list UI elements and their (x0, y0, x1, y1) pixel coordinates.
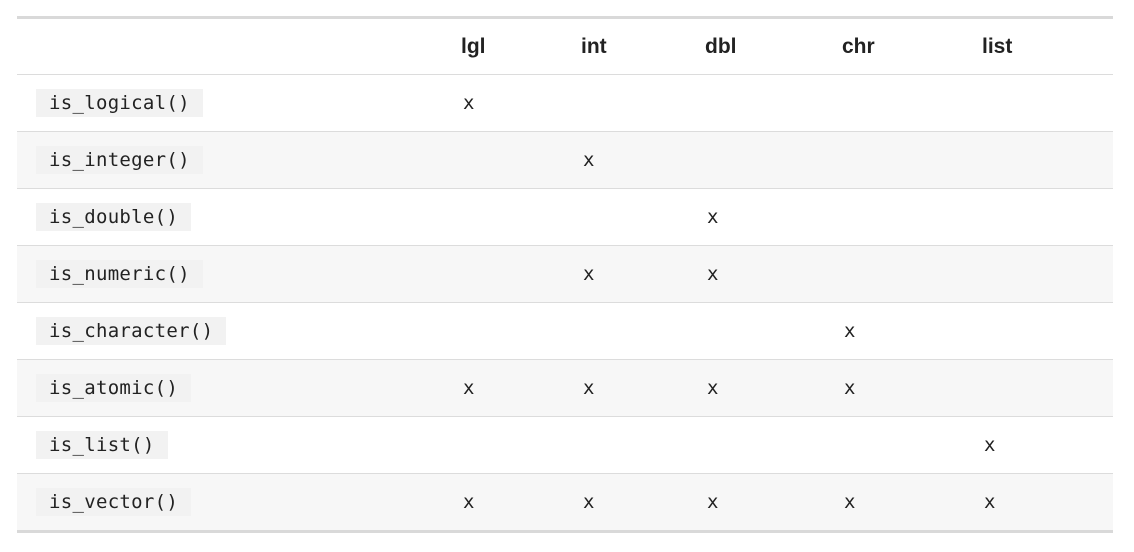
cell-dbl: x (705, 359, 842, 417)
cell-int: x (581, 131, 705, 189)
cell-list: x (982, 416, 1113, 474)
table-row: is_numeric() x x (17, 245, 1113, 303)
cell-lgl: x (461, 359, 581, 417)
cell-int (581, 74, 705, 132)
table-header: lgl int dbl chr list (17, 17, 1113, 75)
cell-int: x (581, 245, 705, 303)
cell-lgl (461, 245, 581, 303)
check-mark-lgl: x (463, 377, 475, 399)
cell-int: x (581, 359, 705, 417)
function-name-code: is_integer() (36, 146, 203, 174)
function-cell: is_double() (17, 188, 461, 246)
cell-chr: x (842, 359, 982, 417)
header-cell-list: list (982, 17, 1113, 75)
type-predicate-table: lgl int dbl chr list is_logical() x is_int… (17, 16, 1113, 533)
cell-list (982, 359, 1113, 417)
function-name-code: is_list() (36, 431, 168, 459)
cell-list (982, 188, 1113, 246)
function-name-code: is_numeric() (36, 260, 203, 288)
cell-chr: x (842, 473, 982, 532)
table-row: is_atomic() x x x x (17, 359, 1113, 417)
table-body: is_logical() x is_integer() x is_double() x is… (17, 74, 1113, 532)
cell-lgl (461, 131, 581, 189)
cell-dbl (705, 131, 842, 189)
check-mark-int: x (583, 377, 595, 399)
function-cell: is_logical() (17, 74, 461, 132)
header-cell-function (17, 17, 461, 75)
cell-int (581, 302, 705, 360)
table-row: is_double() x (17, 188, 1113, 246)
check-mark-int: x (583, 149, 595, 171)
cell-chr (842, 74, 982, 132)
check-mark-list: x (984, 434, 996, 456)
cell-dbl (705, 302, 842, 360)
cell-lgl: x (461, 473, 581, 532)
function-name-code: is_logical() (36, 89, 203, 117)
check-mark-list: x (984, 491, 996, 513)
table-row: is_character() x (17, 302, 1113, 360)
check-mark-chr: x (844, 377, 856, 399)
cell-list (982, 131, 1113, 189)
cell-list (982, 74, 1113, 132)
header-label-list: list (982, 34, 1013, 58)
table-row: is_list() x (17, 416, 1113, 474)
function-cell: is_atomic() (17, 359, 461, 417)
cell-lgl (461, 188, 581, 246)
check-mark-chr: x (844, 491, 856, 513)
cell-list (982, 245, 1113, 303)
header-row: lgl int dbl chr list (17, 17, 1113, 75)
header-cell-int: int (581, 17, 705, 75)
cell-chr (842, 131, 982, 189)
table-row: is_integer() x (17, 131, 1113, 189)
cell-chr: x (842, 302, 982, 360)
type-predicate-table-container: lgl int dbl chr list is_logical() x is_int… (17, 16, 1113, 533)
cell-lgl: x (461, 74, 581, 132)
header-cell-dbl: dbl (705, 17, 842, 75)
header-cell-lgl: lgl (461, 17, 581, 75)
cell-lgl (461, 416, 581, 474)
header-label-lgl: lgl (461, 34, 486, 58)
cell-list (982, 302, 1113, 360)
check-mark-lgl: x (463, 92, 475, 114)
header-label-int: int (581, 34, 607, 58)
table-row: is_logical() x (17, 74, 1113, 132)
function-name-code: is_vector() (36, 488, 192, 516)
function-cell: is_integer() (17, 131, 461, 189)
cell-dbl: x (705, 188, 842, 246)
header-label-dbl: dbl (705, 34, 737, 58)
function-name-code: is_atomic() (36, 374, 192, 402)
header-label-chr: chr (842, 34, 875, 58)
function-name-code: is_character() (36, 317, 227, 345)
table-row: is_vector() x x x x x (17, 473, 1113, 532)
function-cell: is_vector() (17, 473, 461, 532)
check-mark-chr: x (844, 320, 856, 342)
check-mark-lgl: x (463, 491, 475, 513)
cell-dbl (705, 74, 842, 132)
cell-dbl: x (705, 473, 842, 532)
header-cell-chr: chr (842, 17, 982, 75)
cell-int (581, 188, 705, 246)
check-mark-dbl: x (707, 263, 719, 285)
cell-chr (842, 416, 982, 474)
check-mark-int: x (583, 491, 595, 513)
cell-int: x (581, 473, 705, 532)
function-cell: is_character() (17, 302, 461, 360)
check-mark-dbl: x (707, 377, 719, 399)
function-cell: is_numeric() (17, 245, 461, 303)
cell-list: x (982, 473, 1113, 532)
check-mark-dbl: x (707, 206, 719, 228)
check-mark-dbl: x (707, 491, 719, 513)
function-name-code: is_double() (36, 203, 192, 231)
cell-chr (842, 245, 982, 303)
function-cell: is_list() (17, 416, 461, 474)
cell-int (581, 416, 705, 474)
cell-dbl: x (705, 245, 842, 303)
cell-dbl (705, 416, 842, 474)
check-mark-int: x (583, 263, 595, 285)
cell-chr (842, 188, 982, 246)
cell-lgl (461, 302, 581, 360)
